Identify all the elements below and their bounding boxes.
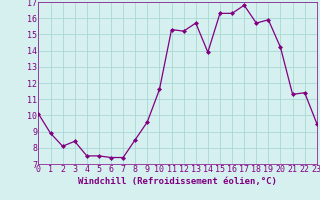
X-axis label: Windchill (Refroidissement éolien,°C): Windchill (Refroidissement éolien,°C)	[78, 177, 277, 186]
